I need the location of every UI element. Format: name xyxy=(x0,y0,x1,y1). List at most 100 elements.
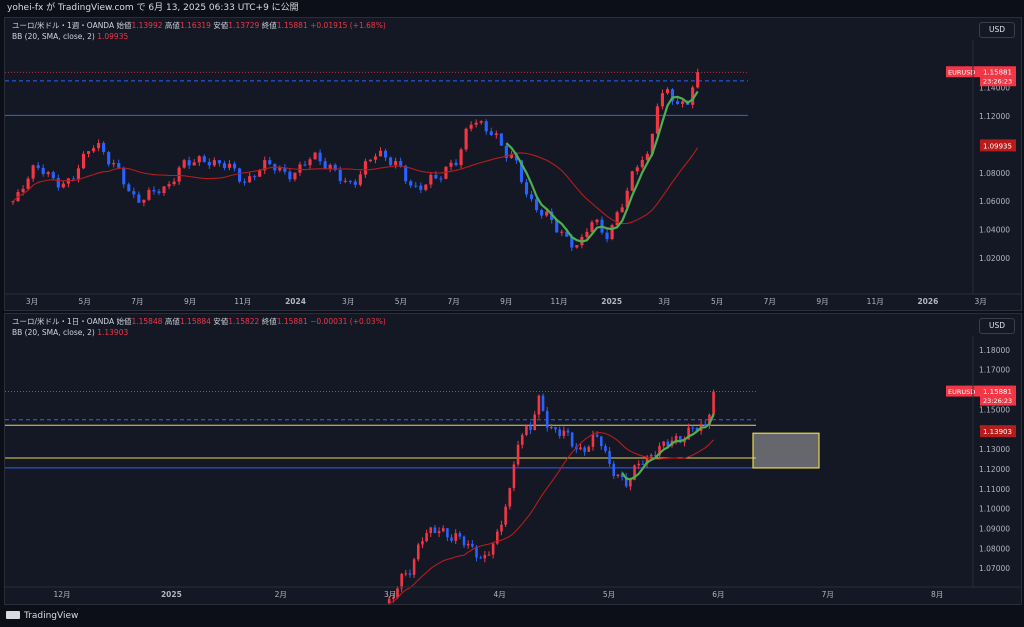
candle-body xyxy=(258,170,262,177)
candle-body xyxy=(466,543,470,546)
candle-body xyxy=(630,171,634,191)
candle-body xyxy=(46,172,50,175)
candle-body xyxy=(570,432,574,447)
daily-chart-svg[interactable]: 1.180001.170001.160001.150001.140001.130… xyxy=(5,314,1021,604)
candle-body xyxy=(674,436,678,441)
weekly-chart-svg[interactable]: 1.140001.120001.100001.080001.060001.040… xyxy=(5,18,1021,310)
daily-low-label: 安値 xyxy=(213,317,229,326)
candle-body xyxy=(127,184,131,192)
candle-body xyxy=(152,190,156,192)
candle-body xyxy=(615,212,619,226)
footer: TradingView xyxy=(0,605,1024,627)
candle-body xyxy=(373,156,378,160)
candle-body xyxy=(529,194,534,200)
candle-body xyxy=(695,427,699,432)
weekly-change: +0.01915 (+1.68%) xyxy=(310,21,386,30)
candle-body xyxy=(243,181,247,183)
candle-body xyxy=(537,395,541,415)
candle-body xyxy=(654,455,657,457)
candle-body xyxy=(348,180,352,182)
y-tick-label: 1.06000 xyxy=(979,197,1010,206)
x-tick-label: 7月 xyxy=(822,590,834,599)
candle-body xyxy=(167,184,171,187)
tradingview-logo-text: TradingView xyxy=(24,611,79,621)
daily-low-value: 1.15822 xyxy=(228,317,260,326)
candle-body xyxy=(681,101,685,104)
candle-body xyxy=(91,148,96,152)
candle-body xyxy=(283,167,287,172)
weekly-close-label: 終値 xyxy=(261,21,277,30)
candle-body xyxy=(519,160,524,183)
daily-chart-pane[interactable]: 1.180001.170001.160001.150001.140001.130… xyxy=(4,313,1022,605)
candle-body xyxy=(268,160,272,165)
weekly-legend: ユーロ/米ドル・1週・OANDA 始値1.13992 高値1.16319 安値1… xyxy=(12,21,386,31)
candle-body xyxy=(303,164,307,166)
symbol-tag xyxy=(946,66,980,78)
candle-body xyxy=(76,168,81,179)
weekly-open-value: 1.13992 xyxy=(131,21,163,30)
candle-body xyxy=(691,427,695,429)
candle-body xyxy=(595,219,599,223)
hull-ma-line xyxy=(621,413,715,481)
x-tick-label: 11月 xyxy=(550,297,567,306)
candle-body xyxy=(313,152,317,160)
candle-body xyxy=(404,165,408,182)
candle-body xyxy=(696,72,700,88)
candle-body xyxy=(107,152,111,165)
price-tag-text: 1.15881 xyxy=(983,69,1012,77)
support-zone-rect xyxy=(752,432,820,469)
candle-body xyxy=(629,479,632,487)
y-tick-label: 1.13000 xyxy=(979,445,1010,454)
y-tick-label: 1.04000 xyxy=(979,226,1010,235)
daily-open-value: 1.15848 xyxy=(131,317,163,326)
weekly-low-value: 1.13729 xyxy=(228,21,260,30)
candle-body xyxy=(487,554,491,556)
candle-body xyxy=(474,122,478,125)
x-tick-label: 3月 xyxy=(26,297,38,306)
candle-body xyxy=(509,154,513,159)
candle-body xyxy=(550,427,553,429)
x-tick-label: 7月 xyxy=(447,297,459,306)
daily-bb-value: 1.13903 xyxy=(97,328,129,337)
tradingview-logo[interactable]: TradingView xyxy=(6,611,78,621)
candle-body xyxy=(61,183,65,188)
x-tick-label: 11月 xyxy=(234,297,251,306)
candle-body xyxy=(645,456,649,465)
daily-currency-button[interactable]: USD xyxy=(979,318,1015,334)
candle-body xyxy=(132,191,136,195)
daily-symbol-title: ユーロ/米ドル・1日・OANDA xyxy=(12,317,115,326)
weekly-bb-legend: BB (20, SMA, close, 2) 1.09935 xyxy=(12,32,128,42)
candle-body xyxy=(429,174,433,185)
x-tick-label: 2月 xyxy=(275,590,287,599)
candle-body xyxy=(412,559,416,575)
candle-body xyxy=(383,150,388,158)
candle-body xyxy=(624,476,628,487)
candle-body xyxy=(665,89,670,94)
candle-body xyxy=(232,163,237,169)
daily-change: −0.00031 (+0.03%) xyxy=(310,317,386,326)
candle-body xyxy=(459,149,463,166)
candle-body xyxy=(328,164,332,169)
candle-body xyxy=(494,133,498,136)
y-tick-label: 1.12000 xyxy=(979,112,1010,121)
candle-body xyxy=(253,176,257,178)
candle-body xyxy=(112,163,116,165)
candle-body xyxy=(583,447,586,452)
candle-body xyxy=(565,231,569,237)
candle-body xyxy=(545,211,549,216)
y-tick-label: 1.02000 xyxy=(979,254,1010,263)
candle-body xyxy=(419,185,423,190)
candle-body xyxy=(679,436,682,443)
symbol-tag xyxy=(946,385,980,397)
weekly-chart-pane[interactable]: 1.140001.120001.100001.080001.060001.040… xyxy=(4,17,1022,311)
candle-body xyxy=(117,163,121,168)
weekly-currency-button[interactable]: USD xyxy=(979,22,1015,38)
candle-body xyxy=(500,524,503,532)
x-tick-label: 11月 xyxy=(867,297,884,306)
candle-body xyxy=(545,410,549,428)
x-tick-label: 4月 xyxy=(493,590,505,599)
candle-body xyxy=(338,169,342,182)
candle-body xyxy=(416,544,420,560)
candle-body xyxy=(645,153,649,161)
x-tick-label: 9月 xyxy=(816,297,828,306)
